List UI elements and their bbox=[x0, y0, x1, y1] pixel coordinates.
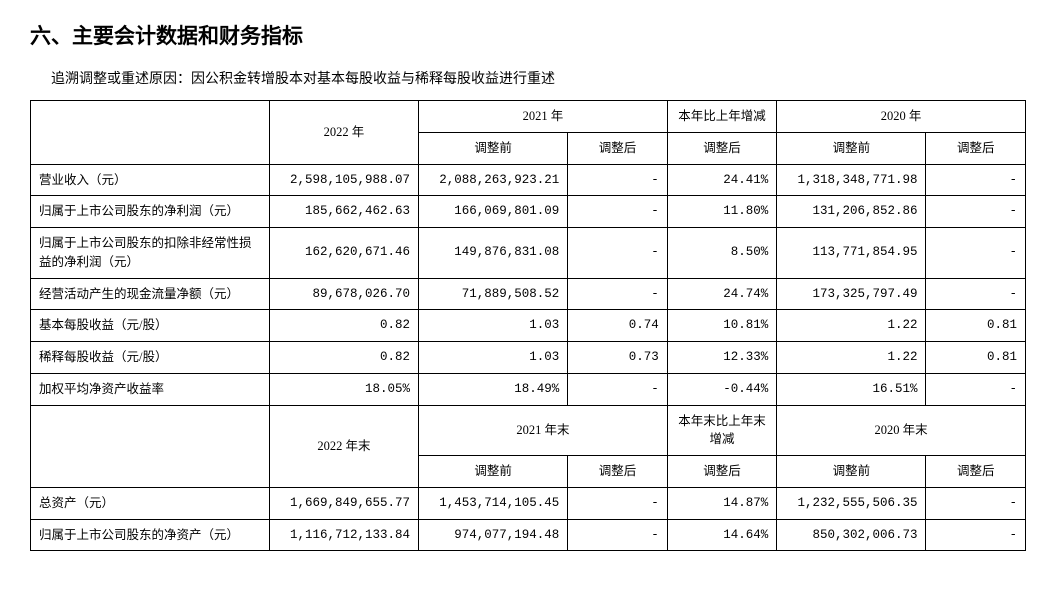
cell: 1.22 bbox=[777, 310, 926, 342]
cell: 24.41% bbox=[667, 164, 776, 196]
row-label: 稀释每股收益（元/股） bbox=[31, 342, 270, 374]
table-row: 营业收入（元） 2,598,105,988.07 2,088,263,923.2… bbox=[31, 164, 1026, 196]
cell: - bbox=[568, 196, 668, 228]
cell: 1.22 bbox=[777, 342, 926, 374]
header-2020-after: 调整后 bbox=[926, 132, 1026, 164]
header-change-after: 调整后 bbox=[667, 132, 776, 164]
cell: - bbox=[926, 228, 1026, 279]
cell: 18.49% bbox=[419, 373, 568, 405]
table-row: 归属于上市公司股东的净利润（元） 185,662,462.63 166,069,… bbox=[31, 196, 1026, 228]
row-label: 归属于上市公司股东的净资产（元） bbox=[31, 519, 270, 551]
cell: 10.81% bbox=[667, 310, 776, 342]
cell: - bbox=[568, 228, 668, 279]
cell: 71,889,508.52 bbox=[419, 278, 568, 310]
cell: 1,318,348,771.98 bbox=[777, 164, 926, 196]
header-2021-end: 2021 年末 bbox=[419, 405, 668, 456]
header-changee-after: 调整后 bbox=[667, 456, 776, 488]
header-2020e-before: 调整前 bbox=[777, 456, 926, 488]
row-label: 总资产（元） bbox=[31, 487, 270, 519]
cell: 0.73 bbox=[568, 342, 668, 374]
cell: - bbox=[568, 519, 668, 551]
header-change-end: 本年末比上年末增减 bbox=[667, 405, 776, 456]
table-row: 基本每股收益（元/股） 0.82 1.03 0.74 10.81% 1.22 0… bbox=[31, 310, 1026, 342]
cell: 185,662,462.63 bbox=[269, 196, 418, 228]
cell: 1.03 bbox=[419, 310, 568, 342]
cell: 166,069,801.09 bbox=[419, 196, 568, 228]
cell: 1,669,849,655.77 bbox=[269, 487, 418, 519]
header-blank bbox=[31, 405, 270, 487]
header-2021e-after: 调整后 bbox=[568, 456, 668, 488]
header-2020e-after: 调整后 bbox=[926, 456, 1026, 488]
cell: 2,598,105,988.07 bbox=[269, 164, 418, 196]
row-label: 归属于上市公司股东的净利润（元） bbox=[31, 196, 270, 228]
header-2022-end: 2022 年末 bbox=[269, 405, 418, 487]
cell: 1,453,714,105.45 bbox=[419, 487, 568, 519]
cell: 24.74% bbox=[667, 278, 776, 310]
cell: 14.64% bbox=[667, 519, 776, 551]
cell: - bbox=[926, 519, 1026, 551]
cell: - bbox=[568, 164, 668, 196]
cell: 0.82 bbox=[269, 342, 418, 374]
section-title: 六、主要会计数据和财务指标 bbox=[30, 20, 1026, 50]
table-row: 加权平均净资产收益率 18.05% 18.49% - -0.44% 16.51%… bbox=[31, 373, 1026, 405]
cell: - bbox=[568, 278, 668, 310]
cell: 1.03 bbox=[419, 342, 568, 374]
cell: - bbox=[926, 373, 1026, 405]
table-row: 经营活动产生的现金流量净额（元） 89,678,026.70 71,889,50… bbox=[31, 278, 1026, 310]
cell: 18.05% bbox=[269, 373, 418, 405]
cell: 89,678,026.70 bbox=[269, 278, 418, 310]
cell: - bbox=[926, 164, 1026, 196]
cell: 850,302,006.73 bbox=[777, 519, 926, 551]
cell: 113,771,854.95 bbox=[777, 228, 926, 279]
financial-table: 2022 年 2021 年 本年比上年增减 2020 年 调整前 调整后 调整后… bbox=[30, 100, 1026, 551]
restatement-note: 追溯调整或重述原因：因公积金转增股本对基本每股收益与稀释每股收益进行重述 bbox=[30, 68, 1026, 88]
cell: 0.81 bbox=[926, 342, 1026, 374]
cell: 1,232,555,506.35 bbox=[777, 487, 926, 519]
cell: - bbox=[568, 487, 668, 519]
cell: 974,077,194.48 bbox=[419, 519, 568, 551]
cell: - bbox=[926, 196, 1026, 228]
table-row: 稀释每股收益（元/股） 0.82 1.03 0.73 12.33% 1.22 0… bbox=[31, 342, 1026, 374]
header-2020-before: 调整前 bbox=[777, 132, 926, 164]
cell: 0.74 bbox=[568, 310, 668, 342]
header-2021-after: 调整后 bbox=[568, 132, 668, 164]
cell: 8.50% bbox=[667, 228, 776, 279]
header-2021e-before: 调整前 bbox=[419, 456, 568, 488]
row-label: 基本每股收益（元/股） bbox=[31, 310, 270, 342]
cell: 16.51% bbox=[777, 373, 926, 405]
cell: 0.81 bbox=[926, 310, 1026, 342]
header-2022: 2022 年 bbox=[269, 101, 418, 165]
cell: 2,088,263,923.21 bbox=[419, 164, 568, 196]
cell: 0.82 bbox=[269, 310, 418, 342]
header-change: 本年比上年增减 bbox=[667, 101, 776, 133]
cell: - bbox=[568, 373, 668, 405]
header-2021: 2021 年 bbox=[419, 101, 668, 133]
cell: 12.33% bbox=[667, 342, 776, 374]
cell: - bbox=[926, 487, 1026, 519]
row-label: 加权平均净资产收益率 bbox=[31, 373, 270, 405]
header-row-1: 2022 年 2021 年 本年比上年增减 2020 年 bbox=[31, 101, 1026, 133]
row-label: 归属于上市公司股东的扣除非经常性损益的净利润（元） bbox=[31, 228, 270, 279]
header-2021-before: 调整前 bbox=[419, 132, 568, 164]
cell: 173,325,797.49 bbox=[777, 278, 926, 310]
cell: - bbox=[926, 278, 1026, 310]
header-row-3: 2022 年末 2021 年末 本年末比上年末增减 2020 年末 bbox=[31, 405, 1026, 456]
table-row: 归属于上市公司股东的扣除非经常性损益的净利润（元） 162,620,671.46… bbox=[31, 228, 1026, 279]
table-row: 总资产（元） 1,669,849,655.77 1,453,714,105.45… bbox=[31, 487, 1026, 519]
row-label: 营业收入（元） bbox=[31, 164, 270, 196]
row-label: 经营活动产生的现金流量净额（元） bbox=[31, 278, 270, 310]
header-blank bbox=[31, 101, 270, 165]
cell: -0.44% bbox=[667, 373, 776, 405]
cell: 11.80% bbox=[667, 196, 776, 228]
header-2020-end: 2020 年末 bbox=[777, 405, 1026, 456]
header-2020: 2020 年 bbox=[777, 101, 1026, 133]
cell: 149,876,831.08 bbox=[419, 228, 568, 279]
cell: 162,620,671.46 bbox=[269, 228, 418, 279]
table-row: 归属于上市公司股东的净资产（元） 1,116,712,133.84 974,07… bbox=[31, 519, 1026, 551]
cell: 14.87% bbox=[667, 487, 776, 519]
cell: 1,116,712,133.84 bbox=[269, 519, 418, 551]
cell: 131,206,852.86 bbox=[777, 196, 926, 228]
